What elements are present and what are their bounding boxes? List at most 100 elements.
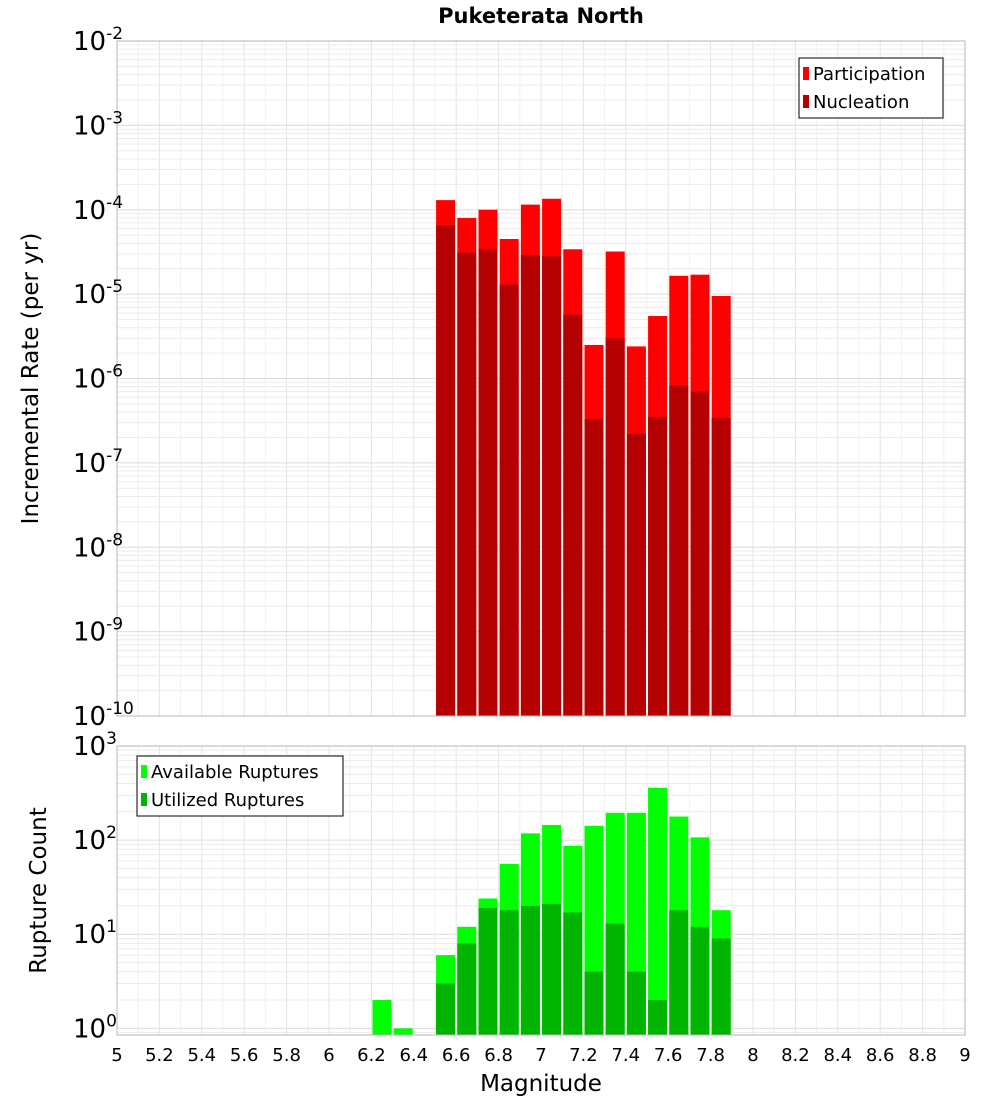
bar-1-2-5: [520, 255, 540, 716]
x-tick-label: 6: [323, 1045, 334, 1066]
x-tick-label: 5.8: [272, 1045, 301, 1066]
y-tick-base: 10: [73, 111, 106, 141]
y-tick-exponent: -9: [106, 615, 123, 635]
y-tick-exponent: -5: [106, 277, 123, 297]
x-tick-label: 8.2: [781, 1045, 810, 1066]
y-tick-exponent: 0: [106, 1011, 117, 1031]
bar-2-2-3: [436, 983, 456, 1035]
bar-2-2-6: [499, 910, 519, 1035]
bar-2-1-1: [372, 1000, 392, 1035]
y-tick-base: 10: [73, 27, 106, 57]
y-tick-exponent: 3: [106, 729, 117, 749]
y-tick-exponent: -6: [106, 362, 123, 382]
legend-swatch: [141, 765, 147, 778]
chart-title: Puketerata North: [438, 4, 644, 28]
legend-label: Nucleation: [813, 92, 909, 113]
y-axis-label-2: Rupture Count: [26, 807, 52, 973]
bar-2-2-15: [690, 926, 710, 1035]
bar-1-2-4: [499, 284, 519, 716]
legend-label: Available Ruptures: [151, 762, 319, 783]
x-axis-label: Magnitude: [480, 1071, 602, 1097]
y-tick-exponent: -2: [106, 24, 123, 44]
x-tick-label: 8.6: [866, 1045, 895, 1066]
y-tick-base: 10: [73, 618, 106, 648]
x-tick-label: 7.6: [654, 1045, 683, 1066]
bar-1-2-2: [457, 252, 477, 716]
x-tick-label: 6.8: [484, 1045, 513, 1066]
y-tick-exponent: 1: [106, 917, 117, 937]
y-tick-base: 10: [73, 196, 106, 226]
y-tick-base: 10: [73, 920, 106, 950]
y-tick-exponent: -7: [106, 446, 123, 466]
y-tick-label: 101: [73, 917, 117, 950]
x-tick-label: 8: [747, 1045, 758, 1066]
y-axis-label-1: Incremental Rate (per yr): [18, 233, 44, 525]
y-tick-exponent: -8: [106, 530, 123, 550]
bar-2-2-9: [563, 912, 583, 1035]
plot-frame: [116, 745, 966, 1036]
panel-1: 10-210-310-410-510-610-710-810-910-10Inc…: [18, 24, 966, 732]
y-tick-label: 102: [73, 823, 117, 856]
y-tick-label: 10-5: [73, 277, 123, 310]
y-tick-base: 10: [73, 280, 106, 310]
bar-1-2-11: [648, 416, 668, 716]
x-tick-label: 9: [959, 1045, 970, 1066]
y-tick-base: 10: [73, 365, 106, 395]
legend-label: Participation: [813, 64, 925, 85]
bar-2-2-13: [648, 1000, 668, 1035]
y-tick-label: 10-2: [73, 24, 123, 57]
bar-1-2-8: [584, 419, 604, 716]
y-tick-base: 10: [73, 826, 106, 856]
y-tick-label: 10-8: [73, 530, 123, 563]
y-tick-base: 10: [73, 1014, 106, 1044]
legend-box: [798, 57, 944, 119]
y-tick-label: 10-3: [73, 108, 123, 141]
plot-frame: [116, 40, 966, 717]
bar-2-1-13: [648, 787, 668, 1035]
y-tick-base: 10: [73, 702, 106, 732]
y-tick-base: 10: [73, 449, 106, 479]
y-tick-base: 10: [73, 732, 106, 762]
legend-swatch: [803, 67, 809, 80]
bar-1-2-7: [563, 314, 583, 716]
legend-swatch: [803, 95, 809, 108]
x-tick-label: 5: [111, 1045, 122, 1066]
x-tick-label: 8.4: [823, 1045, 852, 1066]
x-tick-label: 7: [535, 1045, 546, 1066]
bar-1-2-1: [436, 225, 456, 716]
y-tick-exponent: -4: [106, 193, 123, 213]
y-tick-exponent: 2: [106, 823, 117, 843]
legend-2: Available Ruptures Utilized Ruptures: [136, 755, 344, 817]
bar-2-2-16: [711, 938, 731, 1035]
legend-1: Participation Nucleation: [798, 57, 944, 119]
legend-box: [136, 755, 344, 817]
bar-2-1-2: [393, 1028, 413, 1035]
bar-1-2-6: [542, 256, 562, 716]
x-tick-label: 6.2: [357, 1045, 386, 1066]
bar-2-2-5: [478, 908, 498, 1035]
bar-1-2-12: [669, 385, 689, 716]
bar-2-2-4: [457, 943, 477, 1035]
bar-1-2-10: [626, 433, 646, 716]
bar-2-2-12: [626, 971, 646, 1035]
y-tick-exponent: -3: [106, 108, 123, 128]
bar-1-2-9: [605, 338, 625, 716]
x-tick-label: 7.4: [611, 1045, 640, 1066]
y-tick-label: 10-9: [73, 615, 123, 648]
y-tick-exponent: -10: [106, 699, 134, 719]
x-tick-label: 7.2: [569, 1045, 598, 1066]
x-tick-label: 8.8: [908, 1045, 937, 1066]
y-tick-label: 10-6: [73, 362, 123, 395]
x-tick-label: 6.4: [399, 1045, 428, 1066]
x-tick-label: 5.2: [145, 1045, 174, 1066]
legend-label: Utilized Ruptures: [151, 790, 304, 811]
y-tick-label: 100: [73, 1011, 117, 1044]
bar-1-2-13: [690, 391, 710, 716]
bar-2-2-10: [584, 971, 604, 1035]
y-tick-base: 10: [73, 533, 106, 563]
bar-2-2-7: [520, 905, 540, 1035]
y-tick-label: 10-10: [73, 699, 134, 732]
bar-1-2-14: [711, 418, 731, 716]
